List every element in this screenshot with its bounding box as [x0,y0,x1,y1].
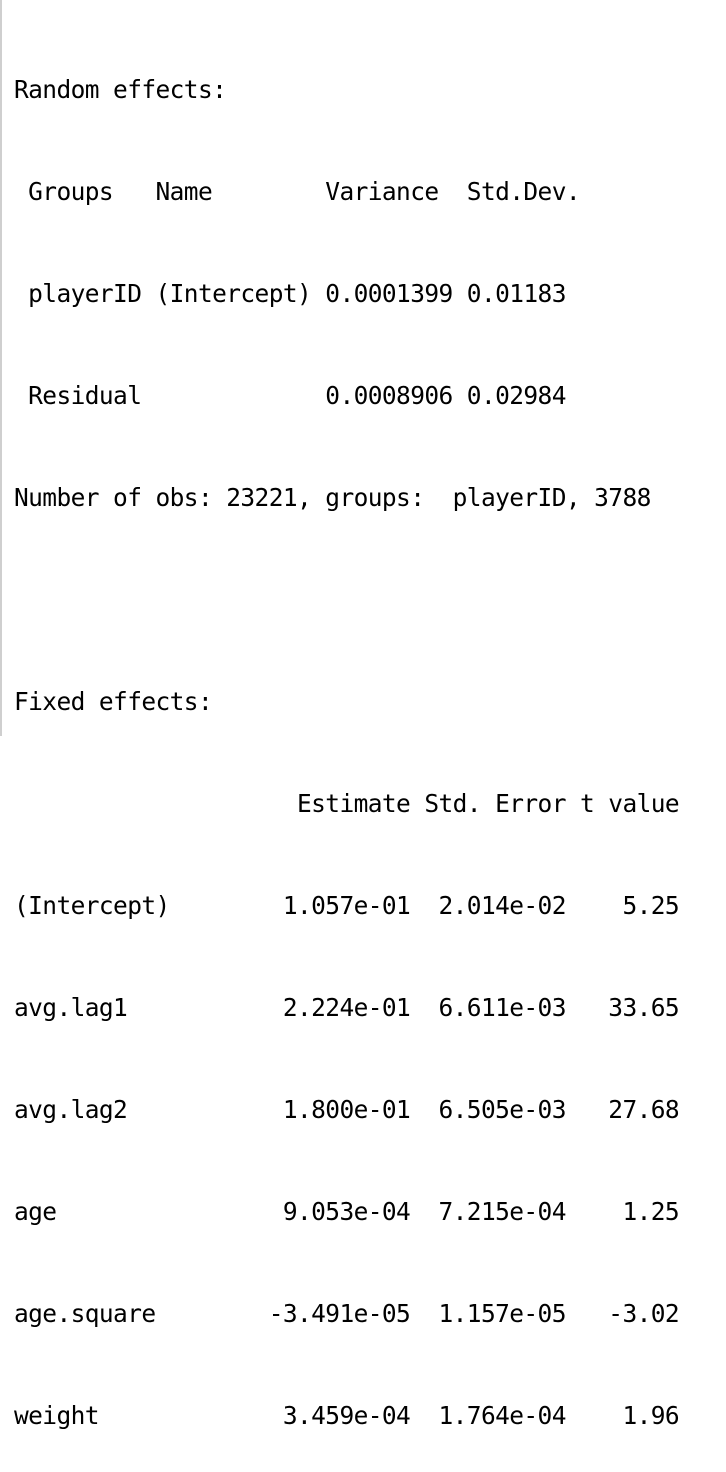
fixed-effects-row: (Intercept) 1.057e-01 2.014e-02 5.25 [14,891,680,920]
console-output: Random effects: Groups Name Variance Std… [14,5,680,1472]
random-effects-row: Residual 0.0008906 0.02984 [14,381,566,410]
fixed-effects-row: age.square -3.491e-05 1.157e-05 -3.02 [14,1299,680,1328]
fixed-effects-row: avg.lag1 2.224e-01 6.611e-03 33.65 [14,993,680,1022]
fixed-effects-row: weight 3.459e-04 1.764e-04 1.96 [14,1401,680,1430]
fixed-effects-header: Estimate Std. Error t value [14,789,680,818]
fixed-effects-row: age 9.053e-04 7.215e-04 1.25 [14,1197,680,1226]
random-effects-header: Groups Name Variance Std.Dev. [14,177,581,206]
random-effects-row: playerID (Intercept) 0.0001399 0.01183 [14,279,566,308]
random-effects-heading: Random effects: [14,75,227,104]
blank-line [14,583,679,617]
observations-summary: Number of obs: 23221, groups: playerID, … [14,483,651,512]
fixed-effects-heading: Fixed effects: [14,687,213,716]
left-border [0,0,2,736]
fixed-effects-row: avg.lag2 1.800e-01 6.505e-03 27.68 [14,1095,680,1124]
